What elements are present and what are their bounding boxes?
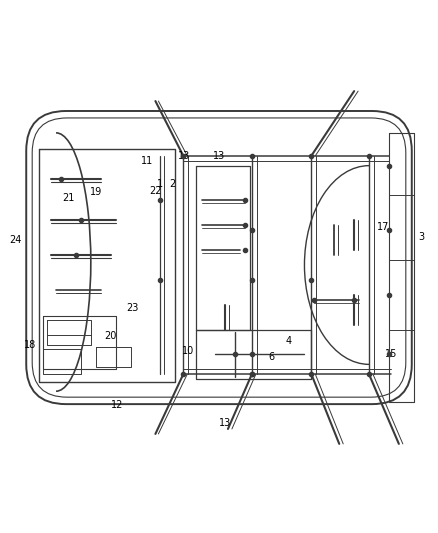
Text: 22: 22 — [150, 187, 162, 196]
Text: 1: 1 — [157, 180, 163, 189]
Text: 21: 21 — [63, 192, 75, 203]
Text: 19: 19 — [90, 188, 102, 197]
Text: 4: 4 — [286, 336, 292, 345]
Text: 23: 23 — [126, 303, 138, 313]
Text: 3: 3 — [418, 232, 424, 243]
Text: 12: 12 — [110, 400, 123, 410]
Text: 17: 17 — [376, 222, 389, 232]
Text: 2: 2 — [169, 180, 175, 189]
Text: 6: 6 — [268, 352, 274, 361]
Text: 18: 18 — [24, 340, 36, 350]
Text: 13: 13 — [219, 418, 232, 428]
Text: 24: 24 — [10, 235, 22, 245]
Text: 20: 20 — [104, 332, 117, 342]
Text: 13: 13 — [178, 151, 190, 161]
Text: 15: 15 — [385, 349, 397, 359]
Text: 11: 11 — [141, 156, 153, 166]
Text: 10: 10 — [182, 346, 194, 356]
Text: 13: 13 — [213, 151, 225, 161]
